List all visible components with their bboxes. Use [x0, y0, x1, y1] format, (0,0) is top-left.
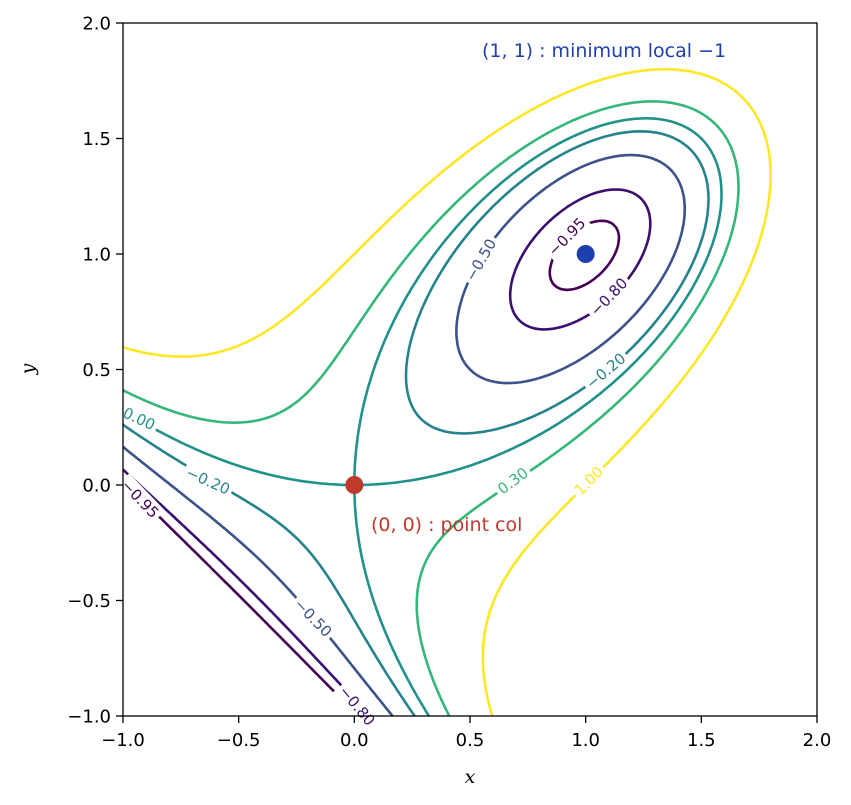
x-tick-label: −1.0: [101, 730, 145, 751]
contour-label-7: −0.20: [180, 461, 236, 501]
critical-point-1: [345, 476, 364, 494]
y-tick-label: 1.0: [82, 245, 111, 266]
x-axis-title: x: [465, 766, 476, 788]
x-tick-label: 2.0: [803, 730, 832, 751]
y-axis-title: y: [17, 363, 39, 375]
contour-level-2: [123, 153, 686, 716]
critical-points: [345, 245, 595, 494]
y-tick-label: 0.5: [82, 360, 111, 381]
x-tick-label: 0.0: [340, 730, 369, 751]
saddle-annotation: (0, 0) : point col: [371, 514, 522, 536]
y-tick-label: −0.5: [67, 591, 111, 612]
minimum-annotation: (1, 1) : minimum local −1: [482, 40, 726, 62]
contour-label-1: −0.80: [583, 271, 635, 323]
contour-level-4: [123, 117, 723, 716]
x-tick-label: 1.0: [571, 730, 600, 751]
contour-label-10: −0.95: [114, 473, 166, 525]
contour-level-6: [123, 68, 772, 716]
x-tick-label: 1.5: [687, 730, 716, 751]
svg-text:−0.50: −0.50: [462, 236, 501, 285]
y-tick-label: 2.0: [82, 14, 111, 35]
y-tick-label: 0.0: [82, 476, 111, 497]
contour-label-9: −0.80: [332, 679, 382, 733]
contour-level-5: [123, 100, 740, 716]
critical-point-0: [576, 245, 595, 263]
svg-text:−0.50: −0.50: [291, 595, 336, 641]
contour-label-2: −0.50: [459, 232, 503, 288]
svg-text:−0.20: −0.20: [583, 349, 630, 392]
x-axis: −1.0 −0.5 0.0 0.5 1.0 1.5 2.0: [101, 716, 831, 751]
contour-label-5: 0.30: [491, 461, 535, 501]
contour-lines: [123, 68, 772, 716]
y-axis: −1.0 −0.5 0.0 0.5 1.0 1.5 2.0: [67, 14, 123, 728]
y-tick-label: 1.5: [82, 129, 111, 150]
x-tick-label: 0.5: [456, 730, 485, 751]
svg-text:−0.20: −0.20: [183, 463, 232, 498]
x-tick-label: −0.5: [217, 730, 261, 751]
contour-level-3: [123, 130, 710, 716]
y-tick-label: −1.0: [67, 707, 111, 728]
